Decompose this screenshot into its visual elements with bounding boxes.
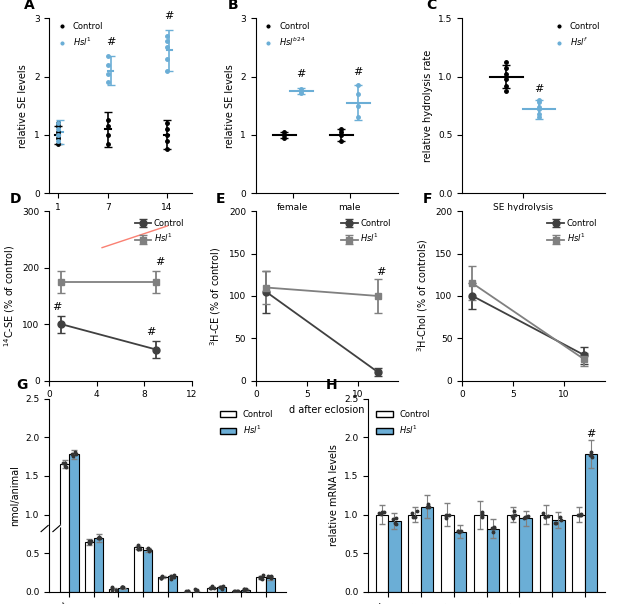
Bar [207,588,217,592]
Text: B: B [227,0,238,12]
Text: #: # [165,11,174,21]
Y-axis label: relative SE levels: relative SE levels [19,64,28,147]
Bar [60,464,70,592]
Bar [241,590,251,592]
Bar [109,589,118,592]
Text: #: # [354,66,363,77]
Y-axis label: nmol/animal: nmol/animal [10,465,20,525]
Bar [520,518,532,592]
Text: #: # [147,327,156,338]
Bar [118,588,128,592]
Text: #: # [297,69,306,80]
Text: C: C [427,0,437,12]
Legend: Control, $Hsl^{1}$: Control, $Hsl^{1}$ [373,406,433,439]
Y-axis label: $^{3}$H-CE (% of control): $^{3}$H-CE (% of control) [209,246,223,345]
X-axis label: d after eclosion: d after eclosion [83,217,159,228]
Bar [441,515,453,592]
Bar [421,507,433,592]
Bar [453,532,466,592]
Bar [376,515,388,592]
X-axis label: d after eclosion: d after eclosion [83,405,159,415]
Text: #: # [106,37,115,47]
Text: E: E [216,192,225,206]
Text: #: # [587,428,596,439]
Text: #: # [534,84,544,94]
Y-axis label: $^{3}$H-Chol (% of controls): $^{3}$H-Chol (% of controls) [415,239,430,353]
Text: #: # [155,257,164,267]
Text: H: H [326,378,337,392]
Bar [585,454,597,592]
Bar [573,515,585,592]
Legend: Control, $Hsl^{1}$: Control, $Hsl^{1}$ [337,216,394,248]
Bar [232,591,241,592]
Text: #: # [52,302,61,312]
Bar [552,520,565,592]
Bar [158,577,167,592]
Bar [265,578,275,592]
Legend: Control, $Hsl^{1}$: Control, $Hsl^{1}$ [217,406,277,439]
Bar [217,587,226,592]
Y-axis label: $^{14}$C-SE (% of control): $^{14}$C-SE (% of control) [2,245,17,347]
Bar [167,576,177,592]
Text: G: G [16,378,28,392]
Bar [507,515,520,592]
Y-axis label: relative hydrolysis rate: relative hydrolysis rate [423,50,433,162]
Text: #: # [376,267,386,277]
Bar [487,528,499,592]
Bar [70,454,79,592]
Bar [540,515,552,592]
Y-axis label: relative mRNA levels: relative mRNA levels [329,445,339,546]
Legend: Control, $Hsl^{1}$: Control, $Hsl^{1}$ [131,216,188,248]
Y-axis label: relative SE levels: relative SE levels [225,64,235,147]
Legend: Control, $Hsl^{1}$: Control, $Hsl^{1}$ [544,216,600,248]
Text: F: F [423,192,432,206]
Bar [256,577,265,592]
Legend: Control, $Hsl^{f}$: Control, $Hsl^{f}$ [551,22,600,48]
X-axis label: d after eclosion: d after eclosion [495,405,571,415]
Bar [474,515,487,592]
Bar [94,538,103,592]
Text: A: A [23,0,35,12]
Bar [85,542,94,592]
Legend: Control, $Hsl^{1}$: Control, $Hsl^{1}$ [54,22,103,48]
Bar [388,521,400,592]
Text: D: D [9,192,21,206]
Bar [408,515,421,592]
Bar [134,547,143,592]
Bar [143,550,152,592]
X-axis label: d after eclosion: d after eclosion [289,405,365,415]
Legend: Control, $Hsl^{b24}$: Control, $Hsl^{b24}$ [260,22,310,48]
